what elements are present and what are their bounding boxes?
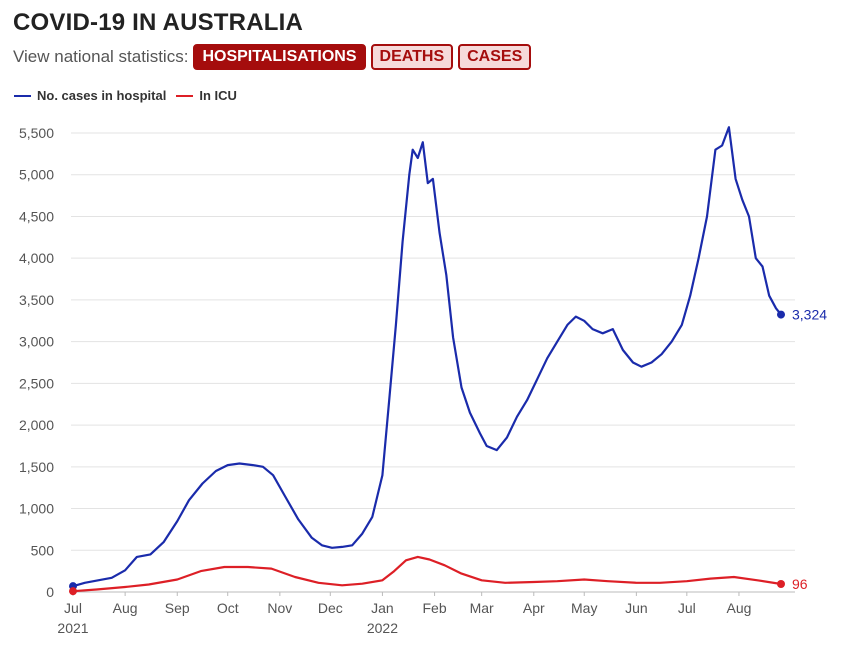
- series-line-hospital: [71, 126, 783, 588]
- x-tick-year-label: 2022: [367, 620, 398, 636]
- start-point-icu: [69, 587, 77, 596]
- end-value-label-icu: 96: [792, 576, 808, 592]
- legend-swatch-hospital: [14, 94, 31, 97]
- y-tick-label: 1,000: [19, 501, 54, 517]
- x-tick-label: Jan: [371, 600, 394, 616]
- y-tick-label: 5,500: [19, 125, 54, 141]
- legend-label-hospital: No. cases in hospital: [37, 88, 167, 103]
- x-tick-label: Apr: [523, 600, 545, 616]
- stat-selector-label: View national statistics:: [13, 47, 189, 66]
- x-tick-label: Sep: [165, 600, 190, 616]
- y-tick-label: 2,500: [19, 375, 54, 391]
- tab-cases[interactable]: CASES: [458, 44, 532, 70]
- legend-item-icu: In ICU: [176, 88, 237, 103]
- y-tick-label: 4,500: [19, 208, 54, 224]
- legend-item-hospital: No. cases in hospital: [14, 88, 166, 103]
- y-tick-label: 3,000: [19, 334, 54, 350]
- y-tick-label: 3,500: [19, 292, 54, 308]
- x-tick-label: Feb: [423, 600, 447, 616]
- x-tick-label: Jun: [625, 600, 648, 616]
- y-tick-label: 2,000: [19, 417, 54, 433]
- tab-deaths[interactable]: DEATHS: [370, 44, 454, 70]
- y-tick-label: 1,500: [19, 459, 54, 475]
- y-tick-label: 500: [31, 542, 55, 558]
- tab-hospitalisations[interactable]: HOSPITALISATIONS: [193, 44, 366, 70]
- x-tick-label: Jul: [678, 600, 696, 616]
- end-point-icu: [777, 579, 785, 588]
- x-tick-label: Oct: [217, 600, 239, 616]
- x-tick-label: May: [571, 600, 597, 616]
- y-tick-label: 4,000: [19, 250, 54, 266]
- x-tick-label: Aug: [726, 600, 751, 616]
- stat-selector: View national statistics: HOSPITALISATIO…: [13, 43, 536, 71]
- legend-swatch-icu: [176, 94, 194, 97]
- chart-legend: No. cases in hospital In ICU: [14, 88, 247, 103]
- x-tick-label: Mar: [470, 600, 494, 616]
- legend-label-icu: In ICU: [199, 88, 237, 103]
- x-tick-label: Nov: [267, 600, 292, 616]
- end-point-hospital: [777, 310, 785, 319]
- x-tick-year-label: 2021: [57, 620, 88, 636]
- y-tick-label: 0: [46, 584, 54, 600]
- x-tick-label: Jul: [64, 600, 82, 616]
- page-title: COVID-19 IN AUSTRALIA: [13, 9, 303, 36]
- x-tick-label: Dec: [318, 600, 343, 616]
- end-value-label-hospital: 3,324: [792, 307, 827, 323]
- y-tick-label: 5,000: [19, 167, 54, 183]
- x-tick-label: Aug: [113, 600, 138, 616]
- series-line-icu: [71, 555, 783, 593]
